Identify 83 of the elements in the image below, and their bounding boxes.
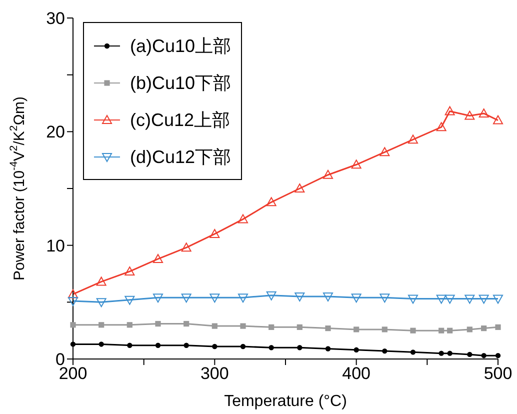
point	[124, 266, 135, 276]
point	[212, 344, 218, 350]
x-tick-label: 500	[484, 364, 512, 384]
point	[351, 160, 362, 169]
x-tick-label: 200	[58, 364, 88, 384]
point	[240, 344, 246, 350]
point	[325, 326, 331, 332]
point	[124, 296, 135, 305]
point	[436, 294, 446, 304]
point	[266, 197, 276, 206]
point	[408, 294, 418, 304]
point	[410, 350, 416, 355]
point	[184, 320, 190, 327]
point	[294, 184, 305, 192]
point	[380, 147, 390, 156]
point	[481, 326, 487, 332]
point	[444, 294, 455, 304]
point	[68, 297, 78, 306]
point	[478, 294, 489, 304]
point	[127, 342, 132, 348]
point	[444, 106, 455, 116]
point	[268, 324, 274, 330]
point	[238, 294, 248, 303]
point	[380, 294, 390, 303]
point	[184, 342, 189, 348]
point	[323, 170, 333, 179]
point	[240, 323, 246, 329]
point	[351, 294, 362, 303]
point	[96, 298, 106, 308]
y-tick-label: 30	[46, 9, 65, 28]
point	[155, 320, 161, 327]
legend-label: (d)Cu12下部	[130, 146, 232, 168]
point	[464, 110, 475, 120]
point	[325, 346, 331, 352]
point	[155, 342, 161, 348]
point	[297, 345, 302, 350]
point	[70, 322, 76, 328]
point	[126, 322, 132, 328]
point	[294, 292, 305, 302]
point	[98, 322, 104, 328]
point	[212, 323, 218, 329]
point	[493, 294, 503, 304]
point	[382, 348, 388, 354]
point	[98, 342, 104, 347]
point	[464, 294, 475, 304]
x-tick-label: 300	[200, 364, 229, 384]
y-tick-label: 10	[46, 236, 65, 256]
point	[481, 352, 486, 358]
point	[323, 292, 333, 302]
point	[354, 326, 360, 332]
point	[70, 342, 76, 347]
point	[438, 350, 444, 356]
legend-label: (b)Cu10下部	[130, 72, 232, 94]
point	[408, 134, 418, 144]
point	[495, 324, 501, 330]
point	[296, 324, 302, 330]
point	[438, 328, 444, 334]
point	[181, 294, 192, 303]
point	[181, 242, 192, 252]
point	[382, 326, 388, 332]
point	[96, 276, 106, 286]
point	[447, 328, 453, 334]
point	[495, 352, 501, 358]
point	[153, 294, 163, 303]
point	[493, 115, 503, 124]
point	[478, 108, 489, 118]
point	[238, 214, 248, 224]
point	[436, 122, 446, 132]
y-tick-label: 20	[46, 122, 65, 142]
point	[210, 228, 220, 238]
point	[268, 345, 274, 350]
point	[210, 294, 220, 303]
point	[447, 350, 452, 356]
point	[467, 352, 472, 358]
x-axis-title: Temperature (°C)	[224, 393, 347, 410]
legend-label: (c)Cu12上部	[130, 108, 230, 132]
point	[466, 326, 472, 332]
legend-label: (a)Cu10上部	[130, 34, 232, 58]
point	[153, 254, 163, 263]
x-tick-label: 400	[342, 364, 371, 384]
point	[354, 347, 359, 353]
point	[266, 291, 276, 300]
point	[410, 328, 416, 334]
